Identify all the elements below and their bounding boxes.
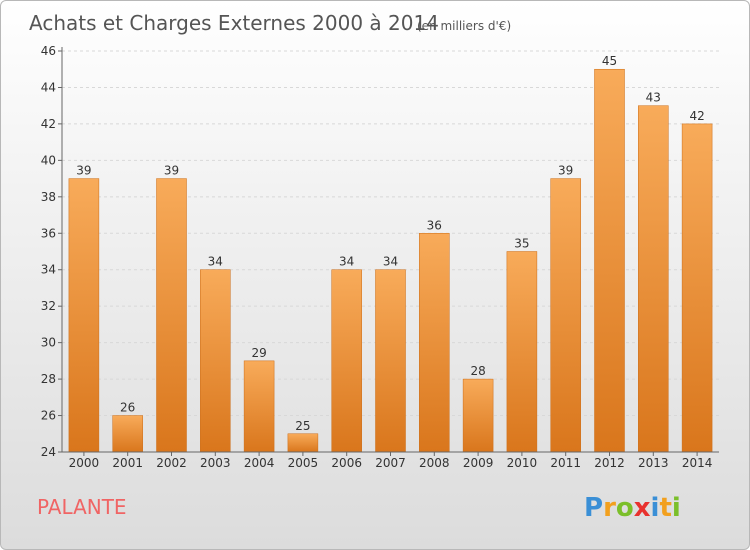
data-label-2007: 34 [383, 255, 398, 269]
x-tick-label-2003: 2003 [200, 456, 231, 470]
y-tick-label: 30 [41, 336, 56, 350]
y-tick-label: 40 [41, 153, 56, 167]
logo-letter: P [584, 493, 603, 523]
bar-2004 [243, 360, 275, 453]
x-tick-label-2010: 2010 [507, 456, 538, 470]
data-label-2012: 45 [602, 54, 617, 68]
x-tick-label-2013: 2013 [638, 456, 669, 470]
logo-letter: i [651, 493, 660, 523]
bar-2006 [331, 269, 362, 453]
data-label-2004: 29 [251, 346, 266, 360]
bar-2008 [419, 233, 450, 453]
chart-unit: (en milliers d'€) [417, 19, 511, 33]
x-tick-label-2007: 2007 [375, 456, 406, 470]
x-tick-label-2002: 2002 [156, 456, 187, 470]
commune-name: PALANTE [37, 495, 127, 519]
bar-2014 [681, 123, 713, 453]
y-tick-label: 36 [41, 226, 56, 240]
bar-2010 [506, 251, 538, 453]
data-label-2005: 25 [295, 419, 310, 433]
y-tick-label: 28 [41, 372, 56, 386]
y-tick-label: 26 [41, 409, 56, 423]
data-label-2014: 42 [689, 109, 704, 123]
logo-letter: t [659, 493, 671, 523]
bar-2013 [638, 105, 669, 453]
x-tick-label-2012: 2012 [594, 456, 625, 470]
x-tick-label-2008: 2008 [419, 456, 450, 470]
y-tick-label: 38 [41, 190, 56, 204]
bars: 39 26 39 34 29 25 34 34 36 28 35 39 45 43 42 [68, 54, 713, 453]
y-tick-label: 34 [41, 263, 56, 277]
data-label-2009: 28 [470, 364, 485, 378]
bar-2000 [68, 178, 100, 453]
chart-title: Achats et Charges Externes 2000 à 2014 [29, 11, 439, 35]
x-tick-label-2014: 2014 [682, 456, 713, 470]
data-label-2001: 26 [120, 401, 135, 415]
logo-letter: o [616, 493, 634, 523]
proxiti-logo: Proxiti [584, 493, 681, 523]
y-tick-label: 32 [41, 299, 56, 313]
logo-letter: x [634, 493, 651, 523]
bar-2012 [594, 68, 625, 453]
x-tick-label-2000: 2000 [69, 456, 100, 470]
bar-2007 [375, 269, 406, 453]
bar-2005 [287, 433, 319, 453]
logo-letter: i [672, 493, 681, 523]
axes: 24 26 28 30 32 34 36 38 40 42 44 46 2000 2001 2002 2003… [41, 44, 719, 470]
data-label-2000: 39 [76, 164, 91, 178]
data-label-2010: 35 [514, 237, 529, 251]
bar-2011 [550, 178, 581, 453]
y-tick-label: 24 [41, 445, 56, 459]
data-label-2011: 39 [558, 164, 573, 178]
x-tick-label-2001: 2001 [112, 456, 143, 470]
bar-2002 [156, 178, 187, 453]
y-tick-label: 46 [41, 44, 56, 58]
data-label-2006: 34 [339, 255, 354, 269]
y-tick-label: 42 [41, 117, 56, 131]
x-tick-label-2009: 2009 [463, 456, 494, 470]
bar-2003 [200, 269, 231, 453]
bar-2009 [462, 378, 494, 453]
logo-letter: r [603, 493, 616, 523]
bar-2001 [112, 415, 143, 453]
data-label-2008: 36 [427, 218, 442, 232]
x-tick-label-2005: 2005 [288, 456, 319, 470]
data-label-2002: 39 [164, 164, 179, 178]
x-tick-label-2011: 2011 [550, 456, 581, 470]
x-tick-label-2006: 2006 [331, 456, 362, 470]
data-label-2003: 34 [208, 255, 223, 269]
data-label-2013: 43 [646, 91, 661, 105]
x-tick-label-2004: 2004 [244, 456, 275, 470]
y-tick-label: 44 [41, 80, 56, 94]
